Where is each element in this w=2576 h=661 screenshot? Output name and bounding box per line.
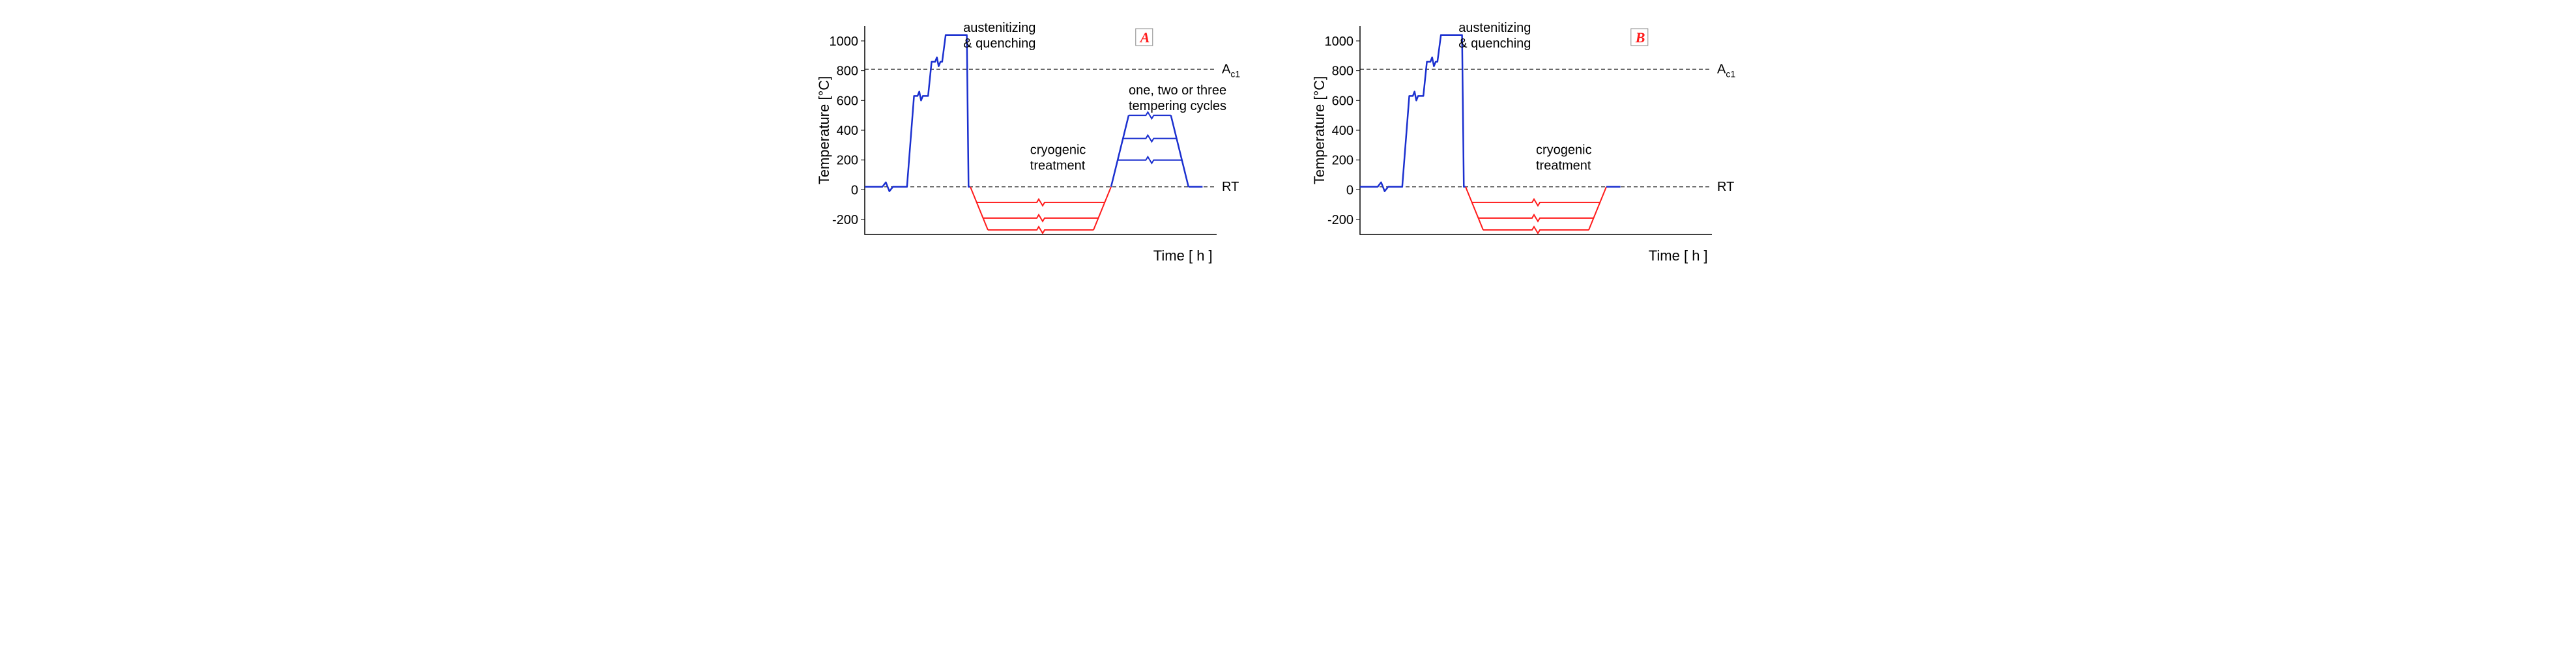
ytick-label: 200 xyxy=(836,154,858,168)
ytick-label: 600 xyxy=(836,94,858,108)
rt-label: RT xyxy=(1222,180,1239,194)
chart-panel: -200 0 200 400 600 800 1000 Ac1 RT austenitizing&… xyxy=(813,13,1269,274)
y-axis-label: Temperature [°C] xyxy=(1311,76,1327,185)
ytick-label: 200 xyxy=(1331,154,1353,168)
ytick-label: 400 xyxy=(1331,124,1353,138)
ac1-label: Ac1 xyxy=(1222,62,1240,79)
chart-panel: -200 0 200 400 600 800 1000 Ac1 RT austenitizing&… xyxy=(1308,13,1764,274)
rt-label: RT xyxy=(1717,180,1734,194)
annotation-text: treatment xyxy=(1030,159,1085,173)
chart-A: -200 0 200 400 600 800 1000 Ac1 RT austenitizing&… xyxy=(813,13,1269,274)
y-axis-label: Temperature [°C] xyxy=(816,76,832,185)
annotation-text: one, two or three xyxy=(1129,83,1226,98)
charts-container: -20002004006008001000Ac1RTaustenitizing&… xyxy=(13,13,2563,274)
ytick-label: 0 xyxy=(1346,183,1353,197)
annotation-text: & quenching xyxy=(1458,36,1531,51)
ytick-label: 800 xyxy=(836,64,858,79)
ytick-label: 1000 xyxy=(1324,35,1353,49)
annotation-text: austenitizing xyxy=(963,21,1035,35)
ytick-label: 600 xyxy=(1331,94,1353,108)
panel-badge: A xyxy=(1138,29,1150,46)
ytick-label: 400 xyxy=(836,124,858,138)
annotation-text: cryogenic xyxy=(1536,143,1592,158)
annotation-text: tempering cycles xyxy=(1129,99,1226,113)
ac1-label: Ac1 xyxy=(1717,62,1735,79)
ytick-label: 1000 xyxy=(829,35,858,49)
ytick-label: 0 xyxy=(850,183,858,197)
ytick-label: 800 xyxy=(1331,64,1353,79)
annotation-text: treatment xyxy=(1536,159,1591,173)
ytick-label: -200 xyxy=(832,213,858,227)
x-axis-label: Time [ h ] xyxy=(1648,247,1707,264)
annotation-text: austenitizing xyxy=(1458,21,1531,35)
panel-badge: B xyxy=(1634,29,1645,46)
x-axis-label: Time [ h ] xyxy=(1153,247,1212,264)
annotation-text: cryogenic xyxy=(1030,143,1086,158)
ytick-label: -200 xyxy=(1327,213,1353,227)
annotation-text: & quenching xyxy=(963,36,1035,51)
chart-B: -200 0 200 400 600 800 1000 Ac1 RT austenitizing&… xyxy=(1308,13,1764,274)
